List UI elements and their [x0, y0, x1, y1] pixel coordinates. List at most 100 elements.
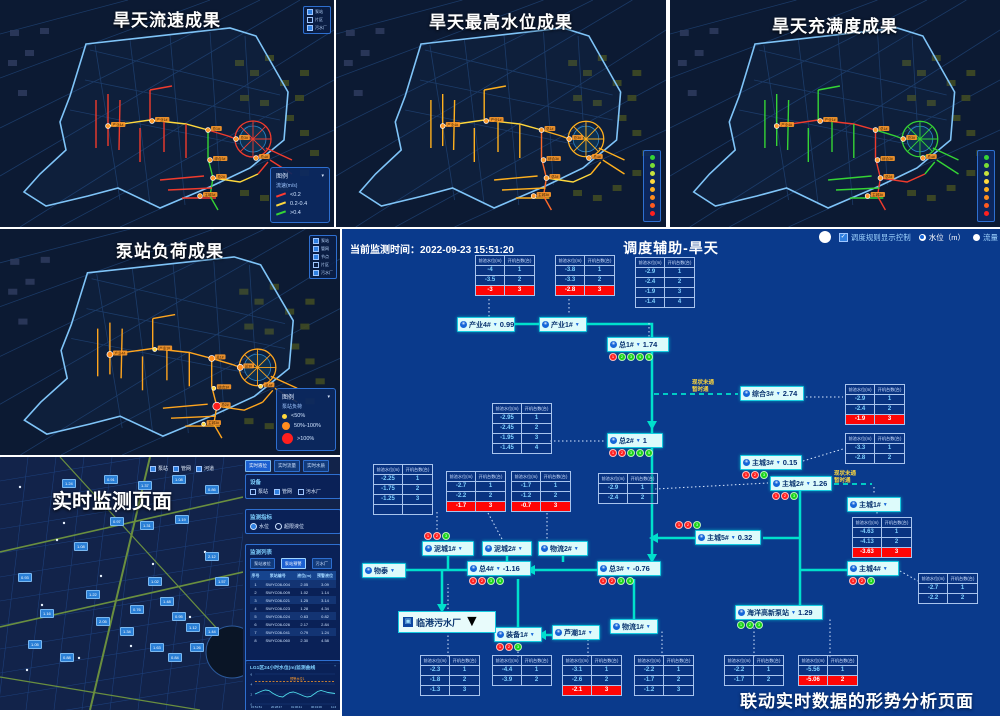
station-tag[interactable]: 0.93 — [18, 573, 32, 582]
dropdown-icon[interactable]: ▼ — [390, 567, 395, 574]
tab-实时水质[interactable]: 实时水质 — [303, 460, 329, 472]
station-node-物泰[interactable]: ✳ 物泰 ▼ — [362, 563, 406, 578]
collapse-icon[interactable]: ▾ — [327, 393, 330, 400]
dropdown-icon[interactable]: ▼ — [464, 613, 480, 630]
district-map[interactable]: 产业4# 产业1# 总1# 综合3# 总2# 主城3# 总3# 总4# — [0, 0, 334, 227]
layer-checkbox[interactable] — [307, 17, 313, 23]
layer-checkbox-item[interactable]: 泵站 — [150, 465, 168, 472]
station-node-总4#[interactable]: ✳ 总4# ▼ -1.16 — [467, 561, 531, 576]
device-checkbox-item[interactable]: 管网 — [274, 488, 292, 495]
station-tag[interactable]: 0.88 — [60, 653, 74, 662]
dropdown-icon[interactable]: ▼ — [517, 545, 523, 552]
table-row[interactable]: 4 SWYC06-023 1.28 4.34 — [250, 604, 336, 612]
station-tag[interactable]: 0.97 — [110, 517, 124, 526]
layer-checkbox[interactable] — [307, 9, 313, 15]
station-tag[interactable]: 1.12 — [186, 623, 200, 632]
district-map[interactable]: 产业4# 产业1# 总1# 综合3# 总2# 主城3# 总3# 总4# — [336, 0, 666, 227]
table-row[interactable]: 1 SWYC06-004 2.05 3.09 — [250, 580, 336, 588]
station-tag[interactable]: 1.57 — [215, 577, 229, 586]
station-node-产业1#[interactable]: ✳ 产业1# ▼ — [539, 317, 587, 332]
device-checkbox-item[interactable]: 泵站 — [250, 488, 268, 495]
dropdown-icon[interactable]: ▼ — [805, 480, 811, 487]
station-node-主城3#[interactable]: ✳ 主城3# ▼ 0.15 — [740, 455, 802, 470]
button-泵站预警[interactable]: 泵站预警 — [280, 558, 306, 569]
table-row[interactable]: 5 SWYC06-024 0.63 0.82 — [250, 612, 336, 620]
station-node-主城2#[interactable]: ✳ 主城2# ▼ 1.26 — [770, 476, 832, 491]
table-row[interactable]: 2 SWYC06-009 1.02 1.14 — [250, 588, 336, 596]
station-tag[interactable]: 2.12 — [205, 552, 219, 561]
table-row[interactable]: 8 SWYC06-060 2.30 4.58 — [250, 636, 336, 644]
plant-node[interactable]: ▣ 临港污水厂 ▼ — [398, 611, 496, 633]
station-tag[interactable]: 1.08 — [74, 542, 88, 551]
station-tag[interactable]: 2.05 — [96, 617, 110, 626]
table-row[interactable]: 6 SWYC06-026 2.17 2.84 — [250, 620, 336, 628]
station-tag[interactable]: 1.24 — [62, 479, 76, 488]
station-tag[interactable]: 0.76 — [130, 605, 144, 614]
collapse-icon[interactable]: ▾ — [321, 172, 324, 179]
layer-checkbox[interactable] — [313, 270, 319, 276]
station-node-总2#[interactable]: ✳ 总2# ▼ 1 — [607, 433, 663, 448]
device-checkbox-item[interactable]: 污水厂 — [298, 488, 321, 495]
station-node-物流1#[interactable]: ✳ 物流1# ▼ — [610, 619, 658, 634]
station-tag[interactable]: 0.86 — [205, 485, 219, 494]
station-node-主城1#[interactable]: ✳ 主城1# ▼ — [847, 497, 901, 512]
dropdown-icon[interactable]: ▼ — [775, 390, 781, 397]
station-node-总3#[interactable]: ✳ 总3# ▼ -0.76 — [597, 561, 661, 576]
indicator-radio-item[interactable]: 水位 — [250, 523, 269, 530]
station-tag[interactable]: 1.22 — [86, 590, 100, 599]
station-tag[interactable]: 1.05 — [28, 640, 42, 649]
station-tag[interactable]: 1.48 — [160, 597, 174, 606]
layer-checkbox[interactable] — [313, 238, 319, 244]
station-node-主城4#[interactable]: ✳ 主城4# ▼ — [847, 561, 899, 576]
dropdown-icon[interactable]: ▼ — [730, 534, 736, 541]
display-toggle[interactable] — [818, 231, 831, 243]
map-legend[interactable]: 图例 ▾ 流速(m/s) <0.2 0.2-0.4 >0.4 — [270, 167, 330, 223]
flow-radio[interactable] — [973, 233, 980, 241]
station-node-综合3#[interactable]: ✳ 综合3# ▼ 2.74 — [740, 386, 804, 401]
layer-mini-legend[interactable]: 泵站 片区 污水厂 — [303, 6, 331, 34]
station-node-总1#[interactable]: ✳ 总1# ▼ 1.74 — [607, 337, 669, 352]
water-level-radio[interactable] — [918, 233, 926, 241]
color-scale-legend[interactable] — [643, 150, 661, 222]
station-node-芦潮1#[interactable]: ✳ 芦潮1# ▼ — [552, 625, 600, 640]
dropdown-icon[interactable]: ▼ — [791, 609, 796, 616]
station-tag[interactable]: 0.84 — [168, 653, 182, 662]
station-node-海洋高新泵站[interactable]: ✳ 海洋高新泵站 ▼ 1.29 — [735, 605, 823, 620]
dropdown-icon[interactable]: ▼ — [625, 565, 631, 572]
station-node-装备1#[interactable]: ✳ 装备1# ▼ — [494, 627, 542, 642]
realtime-map[interactable] — [0, 457, 243, 710]
station-tag[interactable]: 1.08 — [172, 475, 186, 484]
table-row[interactable]: 3 SWYC06-021 1.25 3.14 — [250, 596, 336, 604]
dropdown-icon[interactable]: ▼ — [492, 321, 498, 328]
rule-display-checkbox[interactable]: ✓ — [838, 232, 848, 242]
dropdown-icon[interactable]: ▼ — [775, 459, 781, 466]
dropdown-icon[interactable]: ▼ — [645, 623, 651, 630]
layer-checkbox-item[interactable]: 管网 — [173, 465, 191, 472]
color-scale-legend[interactable] — [977, 150, 995, 222]
dropdown-icon[interactable]: ▼ — [635, 437, 641, 444]
station-tag[interactable]: 0.91 — [104, 475, 118, 484]
dropdown-icon[interactable]: ▼ — [457, 545, 463, 552]
station-tag[interactable]: 1.37 — [138, 481, 152, 490]
station-tag[interactable]: 1.19 — [175, 515, 189, 524]
dropdown-icon[interactable]: ▼ — [882, 565, 888, 572]
dropdown-icon[interactable]: ▼ — [882, 501, 888, 508]
table-row[interactable]: 7 SWYC06-041 0.79 1.24 — [250, 628, 336, 636]
station-node-物流2#[interactable]: ✳ 物流2# ▼ — [538, 541, 588, 556]
station-tag[interactable]: 1.63 — [150, 643, 164, 652]
station-tag[interactable]: 1.44 — [205, 627, 219, 636]
station-node-产业4#[interactable]: ✳ 产业4# ▼ 0.99 — [457, 317, 515, 332]
layer-checkbox[interactable] — [307, 25, 313, 31]
map-legend[interactable]: 图例 ▾ 泵站负荷 <50% 50%-100% >100% — [276, 388, 336, 451]
dropdown-icon[interactable]: ▼ — [495, 565, 501, 572]
station-tag[interactable]: 1.34 — [120, 627, 134, 636]
dropdown-icon[interactable]: ▼ — [635, 341, 641, 348]
dropdown-icon[interactable]: ▼ — [587, 629, 593, 636]
dropdown-icon[interactable]: ▼ — [574, 321, 580, 328]
station-tag[interactable]: 0.95 — [172, 612, 186, 621]
tab-实时液位[interactable]: 实时液位 — [245, 460, 271, 472]
dropdown-icon[interactable]: ▼ — [529, 631, 535, 638]
station-tag[interactable]: 1.16 — [40, 609, 54, 618]
indicator-radio-item[interactable]: 超限液位 — [275, 523, 304, 530]
dropdown-icon[interactable]: ▼ — [573, 545, 579, 552]
